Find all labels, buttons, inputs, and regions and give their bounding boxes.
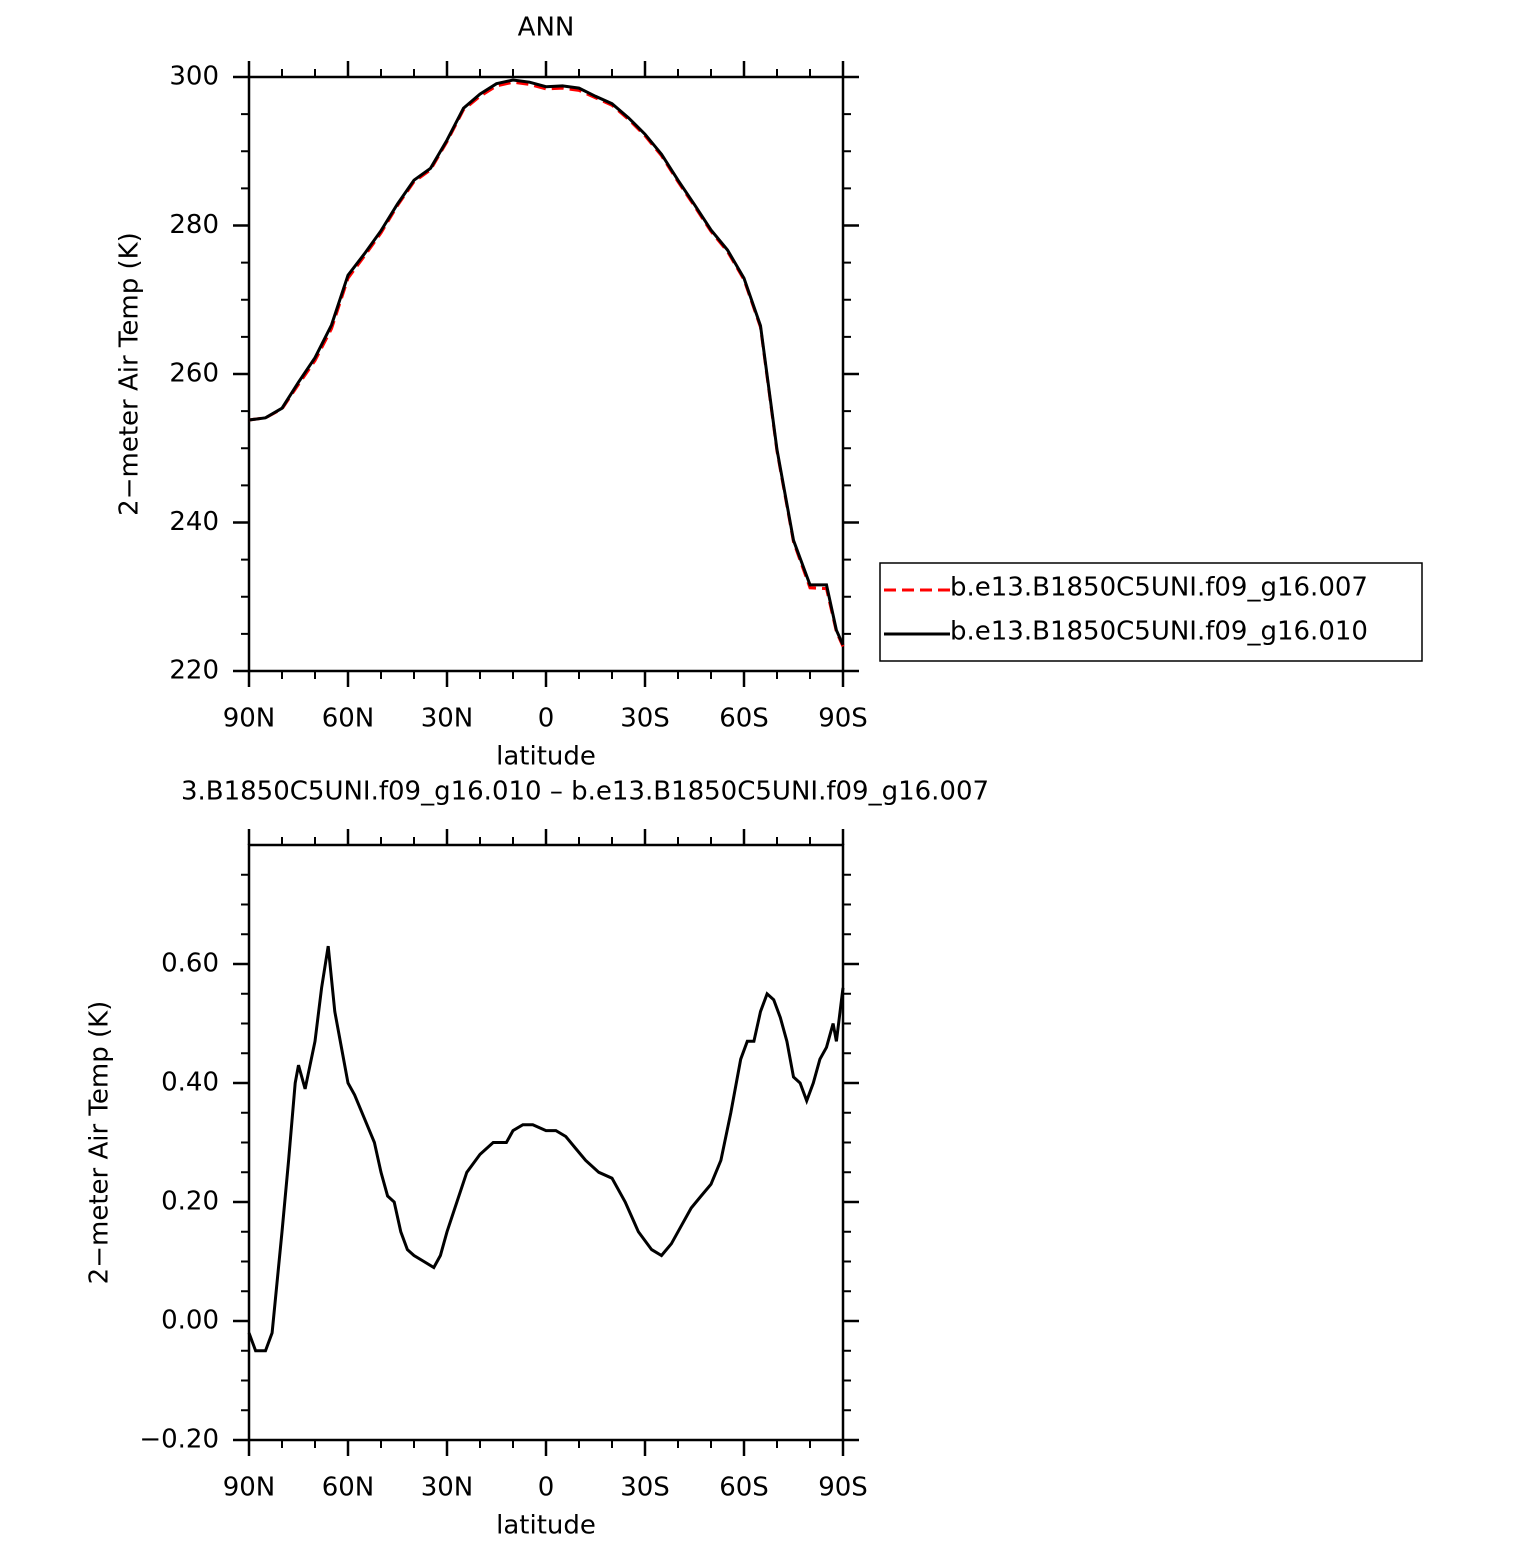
series-line <box>247 945 845 1353</box>
x-tick-label: 60N <box>322 1473 375 1503</box>
x-tick-label: 30N <box>421 704 474 734</box>
y-tick-label: 240 <box>169 507 219 537</box>
y-tick-label: 260 <box>169 359 219 389</box>
plot-frame <box>247 843 845 1442</box>
legend-label: b.e13.B1850C5UNI.f09_g16.010 <box>950 617 1368 647</box>
y-tick-label: 220 <box>169 656 219 686</box>
y-tick-label: 0.00 <box>161 1306 219 1336</box>
y-axis-label: 2−meter Air Temp (K) <box>115 232 145 516</box>
x-axis-label: latitude <box>496 1511 596 1541</box>
legend-label: b.e13.B1850C5UNI.f09_g16.007 <box>950 573 1368 603</box>
x-tick-label: 90S <box>818 1473 868 1503</box>
y-tick-label: 300 <box>169 62 219 92</box>
x-tick-label: 0 <box>538 1473 555 1503</box>
x-tick-label: 90N <box>223 1473 276 1503</box>
series-line <box>248 80 845 648</box>
y-tick-label: 0.60 <box>161 949 219 979</box>
x-tick-label: 60N <box>322 704 375 734</box>
x-tick-label: 30S <box>620 1473 670 1503</box>
y-tick-label: 280 <box>169 210 219 240</box>
legend-box <box>879 562 1423 662</box>
y-axis-label: 2−meter Air Temp (K) <box>85 1001 115 1285</box>
x-tick-label: 60S <box>719 1473 769 1503</box>
x-tick-label: 0 <box>538 704 555 734</box>
x-tick-label: 30N <box>421 1473 474 1503</box>
plot-frame <box>247 75 845 673</box>
x-tick-label: 30S <box>620 704 670 734</box>
y-tick-label: −0.20 <box>139 1425 219 1455</box>
y-tick-label: 0.40 <box>161 1068 219 1098</box>
x-tick-label: 90N <box>223 704 276 734</box>
chart-title: ANN <box>518 13 575 43</box>
x-tick-label: 60S <box>719 704 769 734</box>
chart-title: 3.B1850C5UNI.f09_g16.010 – b.e13.B1850C5… <box>181 777 989 807</box>
x-axis-label: latitude <box>496 742 596 772</box>
y-tick-label: 0.20 <box>161 1187 219 1217</box>
series-line <box>248 78 845 646</box>
x-tick-label: 90S <box>818 704 868 734</box>
